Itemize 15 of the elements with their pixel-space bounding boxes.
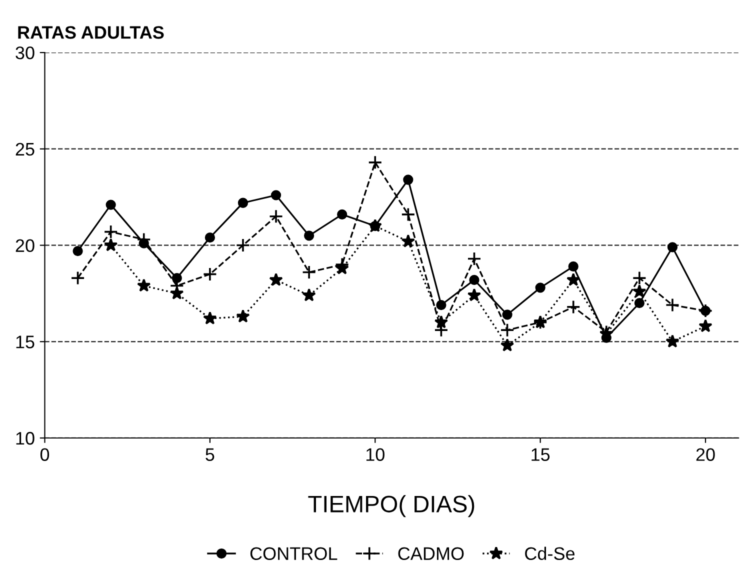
- x-axis-title: TIEMPO( DIAS): [308, 495, 474, 518]
- legend-label: CONTROL: [250, 547, 338, 560]
- legend-label: CADMO: [398, 547, 464, 560]
- x-tick-label: 10: [366, 448, 384, 461]
- x-tick-label: 5: [206, 448, 214, 461]
- y-tick-label: 10: [16, 432, 34, 445]
- x-tick-label: 15: [532, 448, 550, 461]
- y-tick-label: 15: [16, 336, 34, 348]
- legend-label: Cd-Se: [525, 546, 575, 560]
- y-tick-label: 30: [16, 46, 34, 60]
- x-tick-label: 20: [696, 448, 715, 461]
- chart-title: RATAS ADULTAS: [18, 26, 164, 39]
- y-tick-label: 20: [16, 239, 34, 252]
- x-tick-label: 0: [40, 448, 50, 461]
- y-tick-label: 25: [16, 142, 34, 156]
